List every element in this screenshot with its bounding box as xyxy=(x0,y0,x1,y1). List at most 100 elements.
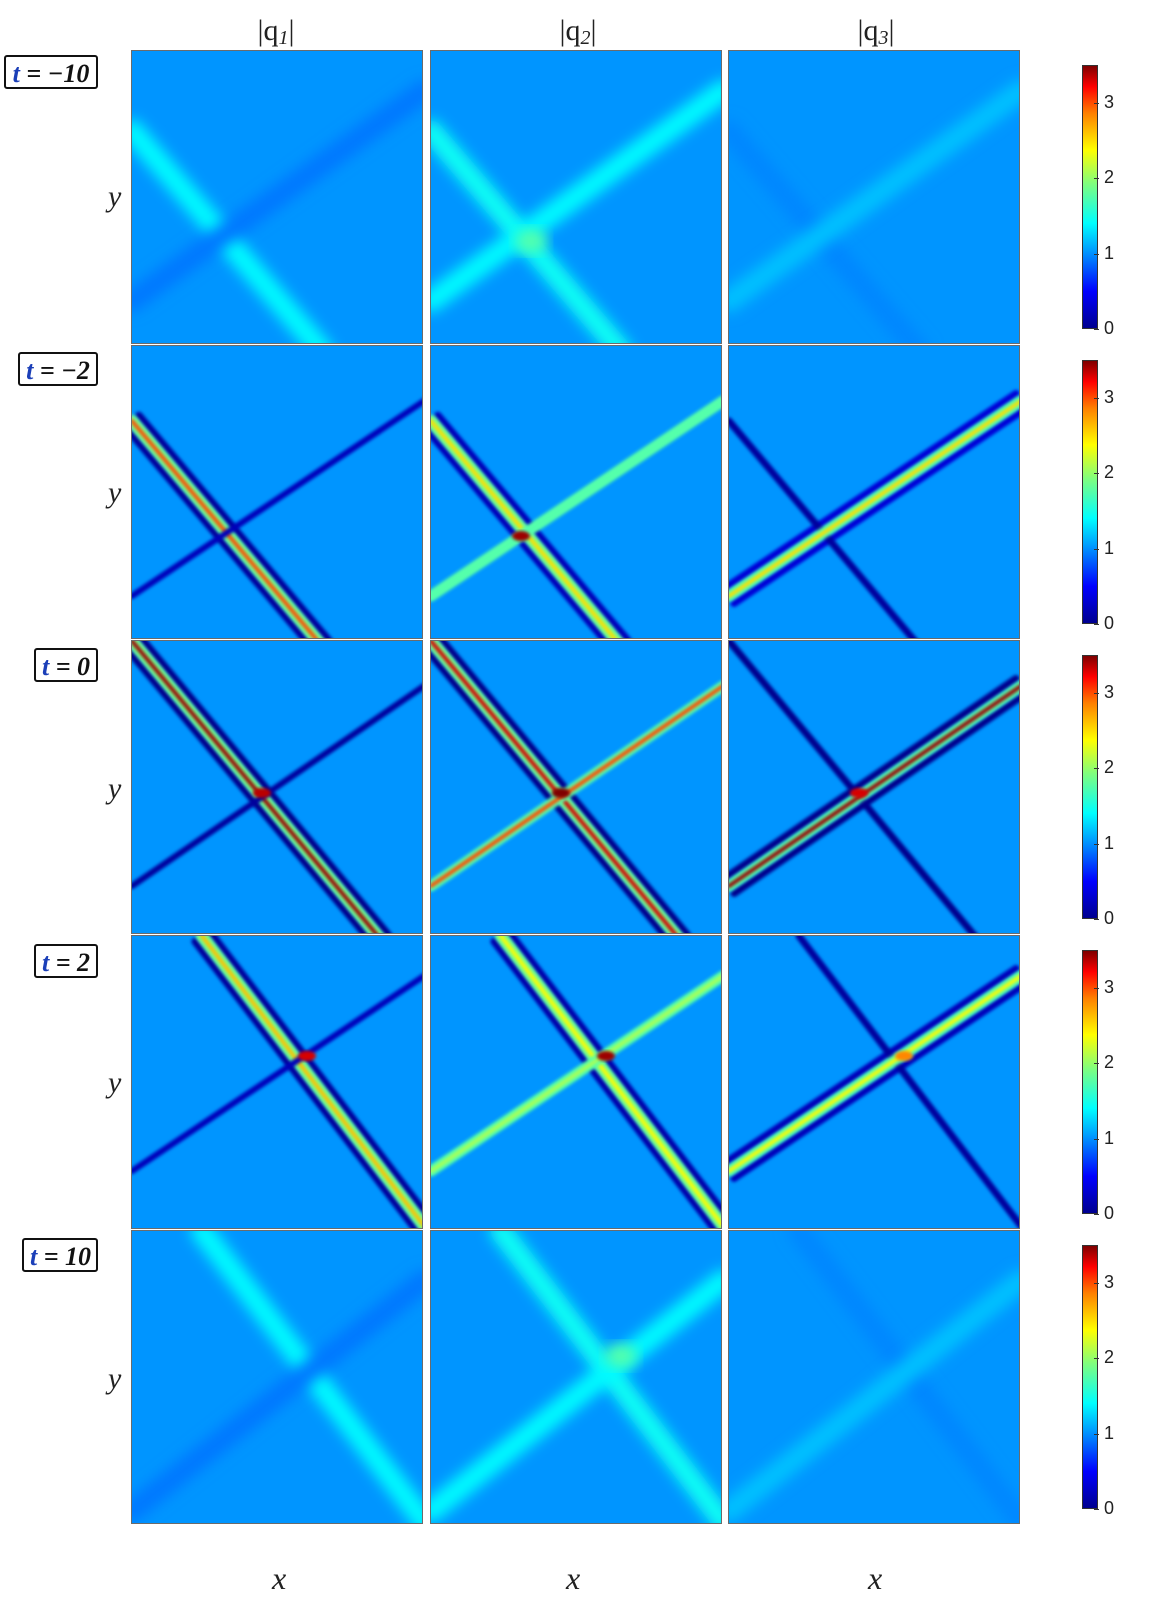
heatmap-panel-r4-c2 xyxy=(430,935,722,1229)
colorbar-tick-label: 1 xyxy=(1104,832,1115,853)
colorbar-tick-mark xyxy=(1094,548,1099,550)
soliton-flank xyxy=(730,983,1019,1182)
colorbar-row-5 xyxy=(1082,1245,1098,1509)
x-axis-label-col-2: x xyxy=(566,1560,581,1596)
colorbar-tick-mark xyxy=(1094,473,1099,475)
soliton-line-other xyxy=(431,399,721,598)
column-title-q3: |q3| xyxy=(846,14,906,50)
colorbar-tick-mark xyxy=(1094,1358,1099,1360)
heatmap-svg xyxy=(431,346,721,638)
heatmap-svg xyxy=(729,346,1019,638)
time-value: = 0 xyxy=(55,652,91,681)
colorbar-tick-mark xyxy=(1094,253,1099,255)
interaction-peak xyxy=(515,229,547,253)
soliton-flank xyxy=(431,649,668,933)
colorbar-tick-label: 3 xyxy=(1104,976,1115,997)
heatmap-svg xyxy=(431,936,721,1228)
heatmap-svg xyxy=(729,641,1019,933)
heatmap-svg xyxy=(431,641,721,933)
colorbar-tick-label: 1 xyxy=(1104,1422,1115,1443)
colorbar-tick-label: 2 xyxy=(1104,1347,1115,1368)
heatmap-svg xyxy=(132,346,422,638)
time-symbol: t xyxy=(26,356,34,385)
heatmap-svg xyxy=(132,641,422,933)
time-symbol: t xyxy=(42,652,50,681)
time-label-row-5: t = 10 xyxy=(22,1238,98,1272)
heatmap-panel-r1-c3 xyxy=(728,50,1020,344)
soliton-flank xyxy=(132,649,369,933)
soliton-line-main xyxy=(200,936,422,1227)
soliton-line-other xyxy=(132,1270,422,1522)
colorbar-row-2 xyxy=(1082,360,1098,624)
soliton-line-other xyxy=(132,80,422,312)
colorbar-tick-mark xyxy=(1094,987,1099,989)
colorbar-tick-mark xyxy=(1094,397,1099,399)
y-axis-label-row-4: y xyxy=(108,1066,122,1099)
heatmap-svg xyxy=(431,1231,721,1523)
time-label-row-1: t = −10 xyxy=(4,55,98,89)
time-symbol: t xyxy=(30,1242,38,1271)
colorbar-tick-label: 0 xyxy=(1104,1498,1115,1518)
colorbar-tick-mark xyxy=(1094,329,1099,330)
time-value: = 2 xyxy=(55,948,91,977)
col-title-sub: 1 xyxy=(278,27,289,49)
colorbar-tick-mark xyxy=(1094,692,1099,694)
colorbar-tick-label: 0 xyxy=(1104,1203,1115,1223)
column-title-q1: |q1| xyxy=(246,14,306,50)
x-axis-label-col-1: x xyxy=(272,1560,287,1596)
colorbar-row-3 xyxy=(1082,655,1098,919)
soliton-line-other xyxy=(132,973,422,1174)
interaction-peak xyxy=(605,1344,637,1368)
heatmap-panel-r5-c3 xyxy=(728,1230,1020,1524)
col-title-prefix: |q xyxy=(559,14,581,47)
time-symbol: t xyxy=(42,948,50,977)
colorbar-tick-mark xyxy=(1094,768,1099,770)
col-title-sub: 2 xyxy=(580,27,591,49)
heatmap-panel-r3-c2 xyxy=(430,640,722,934)
soliton-line-other xyxy=(132,398,422,599)
colorbar-row-1 xyxy=(1082,65,1098,329)
soliton-line-other xyxy=(132,683,422,889)
col-title-suffix: | xyxy=(288,14,295,47)
soliton-flank xyxy=(729,675,1019,880)
soliton-flank xyxy=(139,641,392,933)
soliton-flank xyxy=(438,641,691,933)
colorbar-tick-label: 0 xyxy=(1104,318,1115,338)
time-value: = 10 xyxy=(43,1242,92,1271)
heatmap-panel-r4-c3 xyxy=(728,935,1020,1229)
colorbar-tick-mark xyxy=(1094,178,1099,180)
soliton-flank xyxy=(730,408,1019,607)
heatmap-panel-r4-c1 xyxy=(131,935,423,1229)
colorbar-tick-label: 3 xyxy=(1104,1271,1115,1292)
heatmap-svg xyxy=(431,51,721,343)
interaction-peak xyxy=(597,1051,615,1061)
soliton-flank xyxy=(191,937,419,1228)
colorbar-tick-label: 2 xyxy=(1104,167,1115,188)
heatmap-panel-r2-c2 xyxy=(430,345,722,639)
colorbar-tick-label: 1 xyxy=(1104,242,1115,263)
col-title-prefix: |q xyxy=(857,14,879,47)
heatmap-panel-r1-c1 xyxy=(131,50,423,344)
col-title-suffix: | xyxy=(888,14,895,47)
col-title-sub: 3 xyxy=(878,27,889,49)
soliton-line-other xyxy=(431,1270,721,1522)
heatmap-panel-r5-c2 xyxy=(430,1230,722,1524)
soliton-flank xyxy=(490,937,718,1228)
colorbar-tick-label: 2 xyxy=(1104,462,1115,483)
soliton-line-other xyxy=(431,684,721,888)
colorbar-tick-mark xyxy=(1094,102,1099,104)
soliton-flank xyxy=(507,936,721,1215)
time-value: = −2 xyxy=(39,356,90,385)
x-axis-label-col-3: x xyxy=(868,1560,883,1596)
colorbar-tick-mark xyxy=(1094,1063,1099,1065)
y-axis-label-row-2: y xyxy=(108,476,122,509)
heatmap-svg xyxy=(729,1231,1019,1523)
colorbar-tick-mark xyxy=(1094,1214,1099,1215)
heatmap-svg xyxy=(729,936,1019,1228)
heatmap-panel-r5-c1 xyxy=(131,1230,423,1524)
interaction-peak xyxy=(552,788,570,798)
colorbar-tick-label: 3 xyxy=(1104,681,1115,702)
y-axis-label-row-1: y xyxy=(108,180,122,213)
soliton-line-other xyxy=(431,974,721,1173)
soliton-line-other xyxy=(729,684,1019,888)
